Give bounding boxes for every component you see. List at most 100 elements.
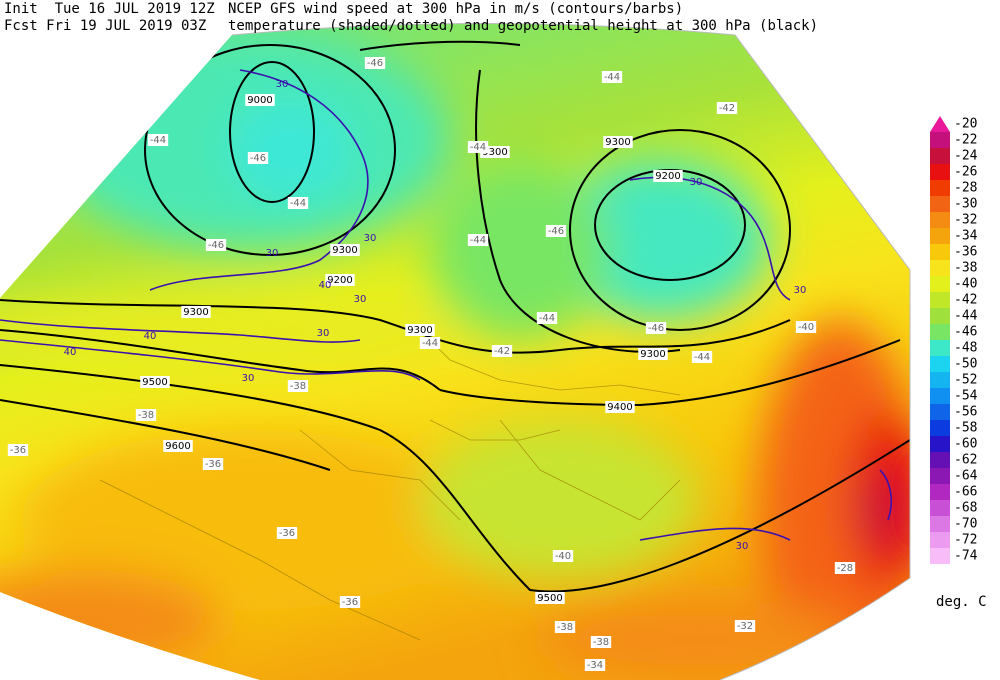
label-box xyxy=(834,562,856,574)
colorbar-box xyxy=(930,484,950,500)
colorbar-box xyxy=(930,276,950,292)
wind-label: 30 xyxy=(364,233,377,244)
colorbar-label: -24 xyxy=(954,149,978,164)
colorbar-label: -44 xyxy=(954,309,978,324)
height-label: 9400 xyxy=(607,402,632,413)
colorbar-box xyxy=(930,388,950,404)
label-box xyxy=(7,444,29,456)
height-label: 9500 xyxy=(537,593,562,604)
temperature-label: -36 xyxy=(10,445,26,456)
colorbar-label: -32 xyxy=(954,213,977,228)
colorbar-box xyxy=(930,260,950,276)
height-label: 9200 xyxy=(655,171,680,182)
label-box xyxy=(419,337,441,349)
colorbar-label: -54 xyxy=(954,389,978,404)
temperature-label: -40 xyxy=(798,322,814,333)
colorbar-box xyxy=(930,468,950,484)
colorbar-label: -30 xyxy=(954,197,977,212)
colorbar-label: -20 xyxy=(954,117,977,132)
label-box xyxy=(467,141,489,153)
wind-label: 30 xyxy=(690,177,703,188)
label-box xyxy=(330,244,360,256)
colorbar-box xyxy=(930,436,950,452)
wind-label: 30 xyxy=(276,79,289,90)
header-line: Init Tue 16 JUL 2019 12Z xyxy=(4,1,215,17)
wind-label: 30 xyxy=(794,285,807,296)
temperature-label: -38 xyxy=(557,622,573,633)
colorbar-box xyxy=(930,372,950,388)
height-label: 9500 xyxy=(142,377,167,388)
wind-label: 30 xyxy=(266,248,279,259)
label-box xyxy=(405,324,435,336)
label-box xyxy=(653,170,683,182)
temperature-label: -44 xyxy=(150,135,166,146)
temperature-label: -38 xyxy=(138,410,154,421)
colorbar-label: -50 xyxy=(954,357,977,372)
height-label: 9300 xyxy=(482,147,507,158)
label-box xyxy=(276,527,298,539)
colorbar-label: -74 xyxy=(954,549,978,564)
colorbar-label: -60 xyxy=(954,437,977,452)
borders xyxy=(99,329,681,641)
wind-label: 30 xyxy=(736,541,749,552)
colorbar-label: -52 xyxy=(954,373,977,388)
label-box xyxy=(325,274,355,286)
colorbar-label: -64 xyxy=(954,469,978,484)
label-box xyxy=(638,348,668,360)
label-box xyxy=(605,401,635,413)
temperature-label: -44 xyxy=(539,313,555,324)
height-label: 9300 xyxy=(605,137,630,148)
label-box xyxy=(339,596,361,608)
height-label: 9300 xyxy=(183,307,208,318)
colorbar-label: -22 xyxy=(954,133,977,148)
label-box xyxy=(364,57,386,69)
colorbar-label: -46 xyxy=(954,325,977,340)
label-box xyxy=(135,409,157,421)
label-box xyxy=(245,94,275,106)
colorbar-label: -36 xyxy=(954,245,977,260)
label-box xyxy=(590,636,612,648)
colorbar-box xyxy=(930,324,950,340)
colorbar-label: -72 xyxy=(954,533,977,548)
colorbar-box xyxy=(930,180,950,196)
colorbar-box xyxy=(930,532,950,548)
header-line: NCEP GFS wind speed at 300 hPa in m/s (c… xyxy=(228,1,683,17)
label-box xyxy=(287,380,309,392)
temperature-shading xyxy=(0,30,910,680)
label-box xyxy=(554,621,576,633)
colorbar-box xyxy=(930,420,950,436)
colorbar-label: -70 xyxy=(954,517,977,532)
colorbar-label: -26 xyxy=(954,165,977,180)
colorbar-box xyxy=(930,404,950,420)
height-label: 9000 xyxy=(247,95,272,106)
label-box xyxy=(536,312,558,324)
header-line: Fcst Fri 19 JUL 2019 03Z xyxy=(4,18,206,34)
temperature-label: -44 xyxy=(470,235,486,246)
label-box xyxy=(181,306,211,318)
wind-label: 40 xyxy=(64,347,77,358)
colorbar-box xyxy=(930,308,950,324)
label-box xyxy=(202,458,224,470)
label-box xyxy=(734,620,756,632)
label-box xyxy=(535,592,565,604)
colorbar-label: -68 xyxy=(954,501,977,516)
label-box xyxy=(163,440,193,452)
colorbar-label: -42 xyxy=(954,293,977,308)
height-label: 9200 xyxy=(327,275,352,286)
height-label: 9300 xyxy=(332,245,357,256)
colorbar-box xyxy=(930,132,950,148)
colorbar-arrow xyxy=(930,116,950,132)
map-edge xyxy=(231,23,911,680)
label-box xyxy=(552,550,574,562)
temperature-label: -42 xyxy=(719,103,735,114)
label-box xyxy=(795,321,817,333)
wind-label: 30 xyxy=(242,373,255,384)
colorbar-box xyxy=(930,516,950,532)
temperature-label: -34 xyxy=(587,660,603,671)
colorbar-box xyxy=(930,244,950,260)
temperature-label: -38 xyxy=(593,637,609,648)
colorbar-box xyxy=(930,340,950,356)
